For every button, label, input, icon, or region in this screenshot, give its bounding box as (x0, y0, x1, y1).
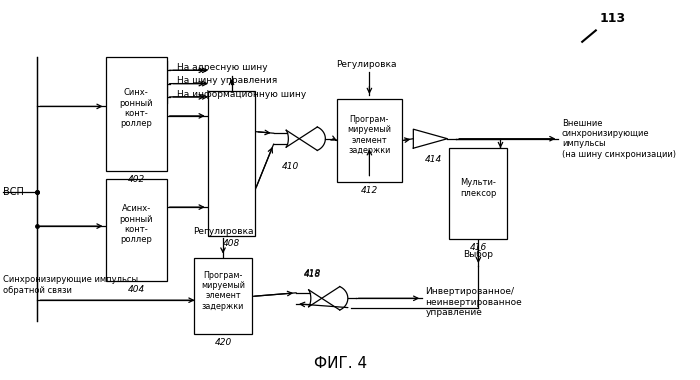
Text: Програм-
мируемый
элемент
задержки: Програм- мируемый элемент задержки (347, 115, 391, 155)
Text: Регулировка: Регулировка (193, 227, 253, 236)
Text: Програм-
мируемый
элемент
задержки: Програм- мируемый элемент задержки (201, 271, 245, 311)
Text: Синх-
ронный
конт-
роллер: Синх- ронный конт- роллер (120, 88, 153, 128)
Bar (449, 148, 508, 239)
Text: 404: 404 (127, 285, 145, 294)
Bar (208, 91, 255, 236)
Text: 420: 420 (214, 338, 232, 347)
Text: Инвертированное/
неинвертированное
управление: Инвертированное/ неинвертированное управ… (426, 287, 522, 317)
Bar (106, 179, 167, 281)
Text: На информационную шину: На информационную шину (177, 90, 307, 99)
Text: 412: 412 (360, 186, 378, 195)
Text: На адресную шину: На адресную шину (177, 63, 267, 72)
Text: Асинх-
ронный
конт-
роллер: Асинх- ронный конт- роллер (120, 204, 153, 244)
Text: 418: 418 (304, 270, 321, 279)
Text: 402: 402 (127, 175, 145, 184)
Text: На шину управления: На шину управления (177, 76, 277, 86)
Text: Регулировка: Регулировка (336, 60, 396, 69)
Text: Внешние
синхронизирующие
импульсы
(на шину синхронизации): Внешние синхронизирующие импульсы (на ши… (562, 119, 676, 159)
Text: ВСП: ВСП (4, 187, 24, 197)
Text: Мульти-
плексор: Мульти- плексор (460, 178, 496, 198)
Text: Выбор: Выбор (463, 250, 494, 259)
Bar (106, 57, 167, 171)
Text: 414: 414 (425, 155, 442, 164)
Text: 408: 408 (223, 239, 240, 249)
Text: Синхронизирующие импульсы
обратной связи: Синхронизирующие импульсы обратной связи (4, 275, 139, 295)
Text: 113: 113 (599, 13, 625, 25)
Text: 418: 418 (304, 269, 321, 278)
Text: ФИГ. 4: ФИГ. 4 (314, 356, 367, 370)
Text: 410: 410 (281, 162, 299, 171)
Text: 416: 416 (470, 243, 487, 252)
Bar (337, 99, 402, 182)
Bar (194, 258, 252, 334)
